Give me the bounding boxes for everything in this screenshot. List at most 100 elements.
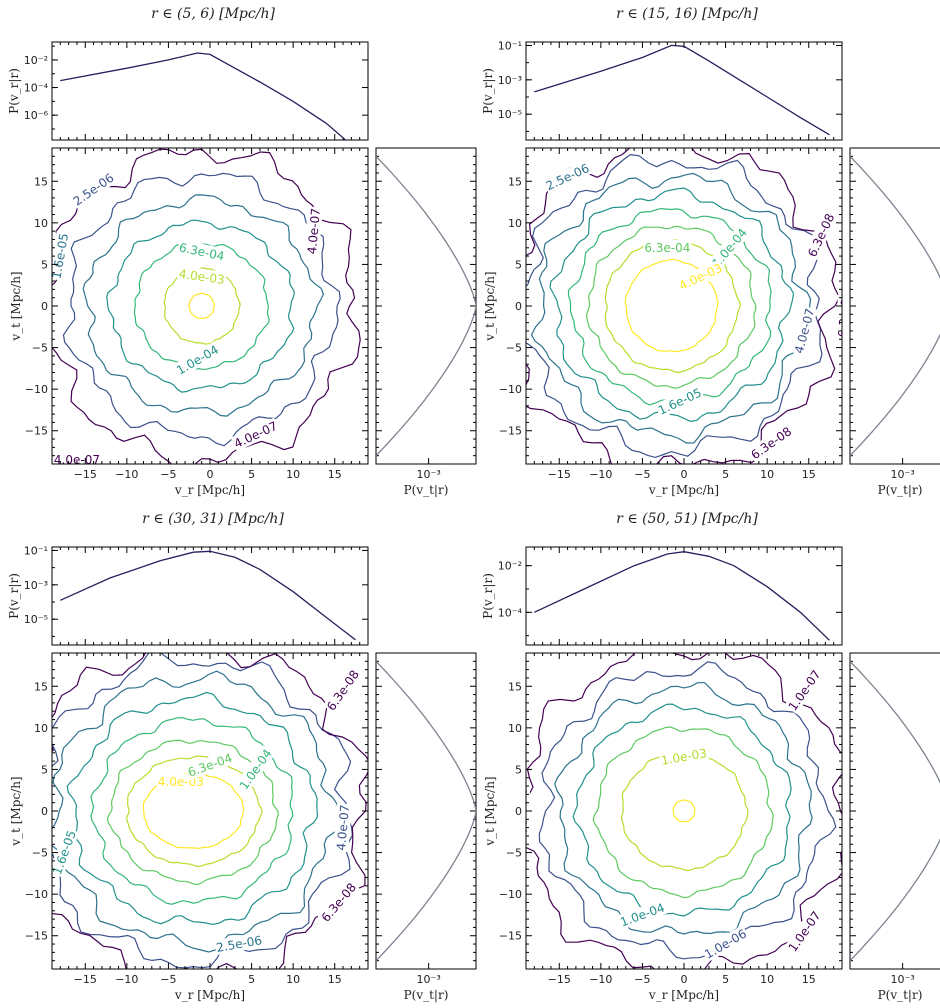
ytick-label: −15 <box>499 425 522 438</box>
xtick-label: −15 <box>74 468 97 481</box>
contour-background <box>526 148 842 464</box>
marginal-vt-curve <box>376 155 476 457</box>
top-ytick-label: 10⁻⁴ <box>24 82 49 95</box>
top-marginal-frame <box>51 546 369 646</box>
ytick-label: 10 <box>34 217 48 230</box>
xtick-label: −15 <box>74 973 97 986</box>
ytick-label: −10 <box>499 383 522 396</box>
marginal-vt-curve <box>850 155 940 457</box>
contour-level-6 <box>62 172 341 447</box>
contour-label: 6.3e-08 <box>834 289 854 339</box>
top-ylabel: P(v_r|r) <box>7 68 21 114</box>
ytick-label: 5 <box>515 763 522 776</box>
x-axis-label: v_r [Mpc/h] <box>174 988 245 1002</box>
side-marginal-frame <box>375 652 477 970</box>
x-axis-label: v_r [Mpc/h] <box>648 988 719 1002</box>
top-ytick-label: 10⁻³ <box>498 74 522 87</box>
subplot-1: r ∈ (5, 6) [Mpc/h]10⁻²10⁻⁴10⁻⁶P(v_r|r)2.… <box>7 6 477 497</box>
xtick-label: −5 <box>634 973 650 986</box>
xtick-label: −10 <box>589 973 612 986</box>
top-ytick-label: 10⁻³ <box>24 579 48 592</box>
subplot-title: r ∈ (50, 51) [Mpc/h] <box>616 511 758 527</box>
side-marginal-frame <box>849 147 940 465</box>
contour-level-4 <box>567 207 772 406</box>
subplot-4: r ∈ (50, 51) [Mpc/h]10⁻²10⁻⁴P(v_r|r)1.0e… <box>481 511 940 1002</box>
contour-level-8 <box>52 653 368 969</box>
contour-level-7 <box>52 653 354 969</box>
ytick-label: 10 <box>508 217 522 230</box>
subplot-title: r ∈ (5, 6) [Mpc/h] <box>151 6 275 22</box>
contour-level-1 <box>672 799 696 823</box>
side-xlabel: P(v_t|r) <box>404 483 449 497</box>
contour-level-5 <box>66 691 319 926</box>
top-ytick-label: 10⁻² <box>24 54 48 67</box>
y-axis-label: v_t [Mpc/h] <box>9 776 23 846</box>
contour-level-7 <box>52 148 361 464</box>
contour-label-text: 4.0e-03 <box>178 267 226 287</box>
contour-level-3 <box>106 739 279 886</box>
ytick-label: 15 <box>508 680 522 693</box>
xtick-label: 0 <box>681 468 688 481</box>
xtick-label: −10 <box>115 468 138 481</box>
contour-level-6 <box>530 172 812 444</box>
contour-level-4 <box>572 703 792 917</box>
top-ytick-label: 10⁻² <box>498 560 522 573</box>
xtick-label: −10 <box>115 973 138 986</box>
xtick-label: 10 <box>760 973 774 986</box>
top-ytick-label: 10⁻⁵ <box>24 613 48 626</box>
top-ytick-label: 10⁻⁶ <box>24 109 49 122</box>
contour-level-6 <box>52 670 342 953</box>
xtick-label: −10 <box>589 468 612 481</box>
ytick-label: 15 <box>34 680 48 693</box>
ytick-label: 5 <box>41 763 48 776</box>
ytick-label: 15 <box>508 175 522 188</box>
top-ytick-label: 10⁻¹ <box>24 544 48 557</box>
ytick-label: −5 <box>506 342 522 355</box>
ytick-label: −10 <box>499 888 522 901</box>
ytick-label: 10 <box>34 722 48 735</box>
xtick-label: 5 <box>248 468 255 481</box>
side-xlabel: P(v_t|r) <box>878 483 923 497</box>
contour-level-4 <box>90 716 294 905</box>
contour-label: 4.0e-07 <box>332 803 353 853</box>
side-xtick-label: 10⁻³ <box>891 468 915 481</box>
ytick-label: 5 <box>41 258 48 271</box>
xtick-label: −5 <box>160 973 176 986</box>
y-axis-label: v_t [Mpc/h] <box>483 271 497 341</box>
xtick-label: 0 <box>207 973 214 986</box>
top-ytick-label: 10⁻⁵ <box>498 108 522 121</box>
contour-label-text: 4.0e-07 <box>54 453 100 467</box>
contour-label-text: 6.3e-04 <box>644 241 690 255</box>
contour-level-5 <box>549 187 795 423</box>
contour-label-text: 6.3e-08 <box>836 291 854 338</box>
ytick-label: 10 <box>508 722 522 735</box>
contour-level-1 <box>188 292 215 319</box>
contour-level-2 <box>620 751 749 872</box>
ytick-label: −15 <box>25 425 48 438</box>
marginal-vr-curve <box>60 550 356 641</box>
xtick-label: 5 <box>722 973 729 986</box>
xtick-label: 0 <box>681 973 688 986</box>
ytick-label: −5 <box>32 847 48 860</box>
side-xtick-label: 10⁻³ <box>891 973 915 986</box>
xtick-label: −15 <box>548 973 571 986</box>
ytick-label: 5 <box>515 258 522 271</box>
y-axis-label: v_t [Mpc/h] <box>9 271 23 341</box>
contour-background <box>52 148 368 464</box>
x-axis-label: v_r [Mpc/h] <box>174 483 245 497</box>
contour-level-5 <box>82 194 325 417</box>
xtick-label: 15 <box>328 973 342 986</box>
xtick-label: 15 <box>802 973 816 986</box>
xtick-label: 0 <box>207 468 214 481</box>
top-ytick-label: 10⁻⁴ <box>498 606 523 619</box>
side-marginal-frame <box>849 652 940 970</box>
top-ylabel: P(v_r|r) <box>481 68 495 114</box>
contour-label: 4.0e-07 <box>52 451 101 467</box>
contour-level-1 <box>142 772 245 849</box>
marginal-vr-curve <box>534 551 830 641</box>
side-xlabel: P(v_t|r) <box>404 988 449 1002</box>
top-marginal-frame <box>525 41 843 141</box>
y-axis-label: v_t [Mpc/h] <box>483 776 497 846</box>
contour-label: 6.3e-04 <box>643 239 692 255</box>
